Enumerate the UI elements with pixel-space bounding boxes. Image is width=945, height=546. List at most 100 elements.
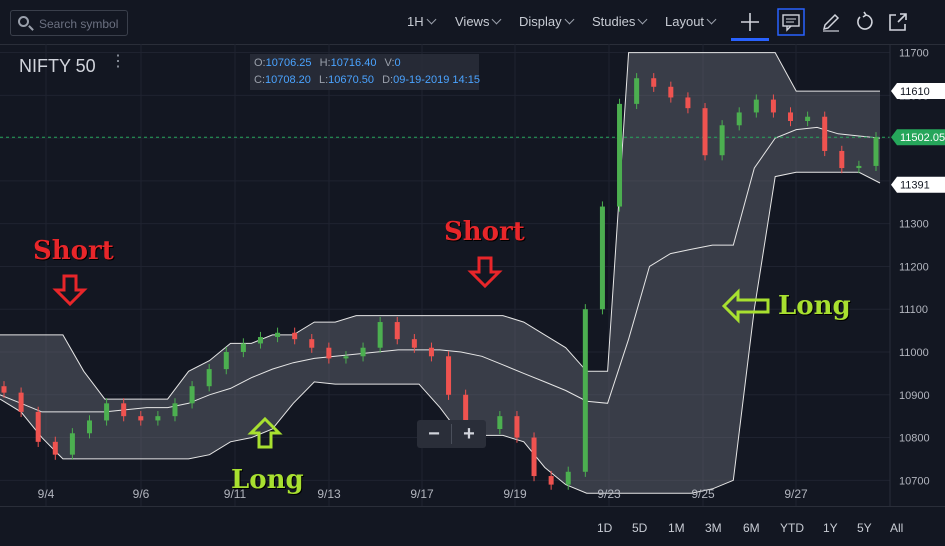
candle-body	[617, 103, 623, 207]
candle-body	[326, 347, 332, 359]
candle-body	[360, 347, 366, 357]
open-value: 10706.25	[265, 57, 312, 69]
studies-label: Studies	[592, 14, 636, 29]
upper-band-line	[0, 52, 880, 400]
timeframe-6m[interactable]: 6M	[743, 521, 760, 535]
time-axis: 9/4 9/6 9/11 9/13 9/17 9/19 9/23 9/25 9/27	[38, 487, 808, 501]
date-key: D:	[382, 74, 394, 86]
symbol-title[interactable]: NIFTY 50	[19, 56, 96, 76]
price-tick-label: 10700	[899, 475, 930, 487]
timeframe-1y[interactable]: 1Y	[823, 521, 838, 535]
top-toolbar: 1H Views Display Studies Layout	[0, 0, 945, 45]
candle-body	[582, 309, 588, 472]
time-tick-label: 9/4	[38, 487, 55, 501]
studies-menu[interactable]: Studies	[592, 14, 648, 29]
price-axis: 1070010800109001100011100112001130011400…	[889, 44, 945, 506]
timeframe-ytd[interactable]: YTD	[780, 521, 804, 535]
candle-body	[309, 339, 315, 348]
short-arrow-1	[52, 274, 88, 307]
timeframe-all[interactable]: All	[890, 521, 904, 535]
price-tick-label: 11300	[899, 219, 929, 231]
close-value: 10708.20	[265, 74, 311, 86]
high-value: 10716.40	[330, 57, 377, 69]
candle-body	[52, 441, 58, 455]
volume-key: V:	[384, 57, 395, 69]
candle-body	[736, 112, 742, 126]
short-signal-label-1: Short	[33, 236, 114, 266]
long-arrow-2	[721, 288, 770, 324]
price-tick-label: 11100	[899, 304, 928, 316]
candle-body	[805, 116, 811, 121]
upper-band-price-label: 11610	[891, 83, 945, 100]
candle-body	[839, 150, 845, 169]
last-price-label: 11502.05	[891, 129, 945, 146]
candle-body	[856, 165, 862, 169]
chevron-down-icon	[706, 14, 717, 25]
low-key: L:	[318, 74, 329, 86]
search-box[interactable]	[10, 10, 129, 36]
price-chart[interactable]: 1070010800109001100011100112001130011400…	[0, 44, 945, 506]
timeframe-bar: 1D 5D 1M 3M 6M YTD 1Y 5Y All	[0, 506, 945, 546]
candle-body	[788, 112, 794, 121]
time-tick-label: 9/27	[784, 487, 808, 501]
candle-body	[275, 332, 281, 338]
display-label: Display	[519, 14, 562, 29]
candle-body	[446, 356, 452, 395]
candle-body	[770, 99, 776, 113]
zoom-out-button[interactable]: −	[428, 423, 440, 445]
low-value: 10670.50	[328, 74, 375, 86]
undo-icon[interactable]	[851, 8, 879, 36]
search-input[interactable]	[37, 14, 129, 34]
time-tick-label: 9/19	[503, 487, 527, 501]
time-tick-label: 9/25	[691, 487, 715, 501]
layout-menu[interactable]: Layout	[665, 14, 717, 29]
long-signal-label-1: Long	[231, 465, 304, 495]
search-icon	[18, 16, 29, 27]
candle-body	[18, 392, 24, 412]
more-options-icon[interactable]: ⋮	[110, 53, 126, 70]
time-tick-label: 9/6	[133, 487, 150, 501]
candle-body	[531, 437, 537, 477]
comment-icon[interactable]	[777, 8, 805, 36]
candlestick-series	[1, 73, 879, 490]
candle-body	[206, 369, 212, 387]
timeframe-5d[interactable]: 5D	[632, 521, 648, 535]
timeframe-5y[interactable]: 5Y	[857, 521, 872, 535]
candle-body	[822, 116, 828, 151]
volume-value: 0	[394, 57, 401, 69]
candle-body	[634, 78, 640, 104]
candle-body	[668, 86, 674, 98]
candle-body	[189, 386, 195, 404]
timeframe-1d[interactable]: 1D	[597, 521, 613, 535]
share-icon[interactable]	[884, 8, 912, 36]
candle-body	[411, 339, 417, 348]
candle-body	[651, 78, 657, 87]
price-label-text: 11502.05	[900, 132, 945, 144]
pencil-icon[interactable]	[817, 8, 845, 36]
display-menu[interactable]: Display	[519, 14, 575, 29]
views-label: Views	[455, 14, 490, 29]
signal-arrows	[52, 256, 770, 449]
interval-menu[interactable]: 1H	[407, 14, 437, 29]
timeframe-1m[interactable]: 1M	[668, 521, 685, 535]
candle-body	[121, 403, 127, 417]
candle-body	[155, 416, 161, 421]
time-tick-label: 9/13	[317, 487, 341, 501]
candle-body	[377, 322, 383, 348]
date-value: 09-19-2019 14:15	[393, 74, 480, 86]
candle-body	[599, 206, 605, 310]
zoom-in-button[interactable]: +	[463, 423, 475, 445]
open-key: O:	[254, 57, 266, 69]
candle-body	[257, 337, 263, 344]
timeframe-3m[interactable]: 3M	[705, 521, 722, 535]
candle-body	[240, 343, 246, 352]
price-tick-label: 11200	[899, 261, 929, 273]
active-tool-indicator	[731, 38, 769, 41]
candle-body	[86, 420, 92, 434]
candle-body	[104, 403, 110, 421]
close-key: C:	[254, 74, 265, 86]
views-menu[interactable]: Views	[455, 14, 502, 29]
candle-body	[497, 416, 503, 429]
middle-line	[0, 126, 881, 413]
crosshair-icon[interactable]	[736, 8, 764, 36]
